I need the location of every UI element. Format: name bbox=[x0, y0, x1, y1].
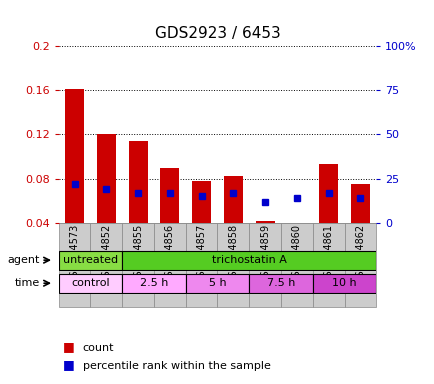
FancyBboxPatch shape bbox=[249, 274, 312, 293]
Text: ■: ■ bbox=[63, 358, 75, 371]
Text: trichostatin A: trichostatin A bbox=[211, 255, 286, 265]
Text: time: time bbox=[14, 278, 39, 288]
Bar bbox=[224, 176, 242, 223]
FancyBboxPatch shape bbox=[122, 274, 185, 293]
Text: 7.5 h: 7.5 h bbox=[266, 278, 295, 288]
Text: 2.5 h: 2.5 h bbox=[139, 278, 168, 288]
Bar bbox=[97, 134, 115, 223]
Text: 10 h: 10 h bbox=[332, 278, 356, 288]
FancyBboxPatch shape bbox=[59, 251, 122, 270]
Bar bbox=[350, 184, 369, 223]
Text: control: control bbox=[71, 278, 109, 288]
Text: count: count bbox=[82, 343, 114, 353]
Bar bbox=[319, 164, 337, 223]
Bar bbox=[255, 220, 274, 223]
Text: ■: ■ bbox=[63, 340, 75, 353]
Title: GDS2923 / 6453: GDS2923 / 6453 bbox=[154, 26, 280, 41]
Text: untreated: untreated bbox=[63, 255, 118, 265]
Text: percentile rank within the sample: percentile rank within the sample bbox=[82, 361, 270, 371]
Text: 5 h: 5 h bbox=[208, 278, 226, 288]
Bar bbox=[192, 181, 210, 223]
Bar bbox=[128, 141, 147, 223]
FancyBboxPatch shape bbox=[185, 274, 249, 293]
Text: agent: agent bbox=[7, 255, 39, 265]
FancyBboxPatch shape bbox=[312, 274, 375, 293]
FancyBboxPatch shape bbox=[59, 274, 122, 293]
Bar bbox=[160, 167, 179, 223]
Bar bbox=[65, 89, 84, 223]
FancyBboxPatch shape bbox=[122, 251, 375, 270]
